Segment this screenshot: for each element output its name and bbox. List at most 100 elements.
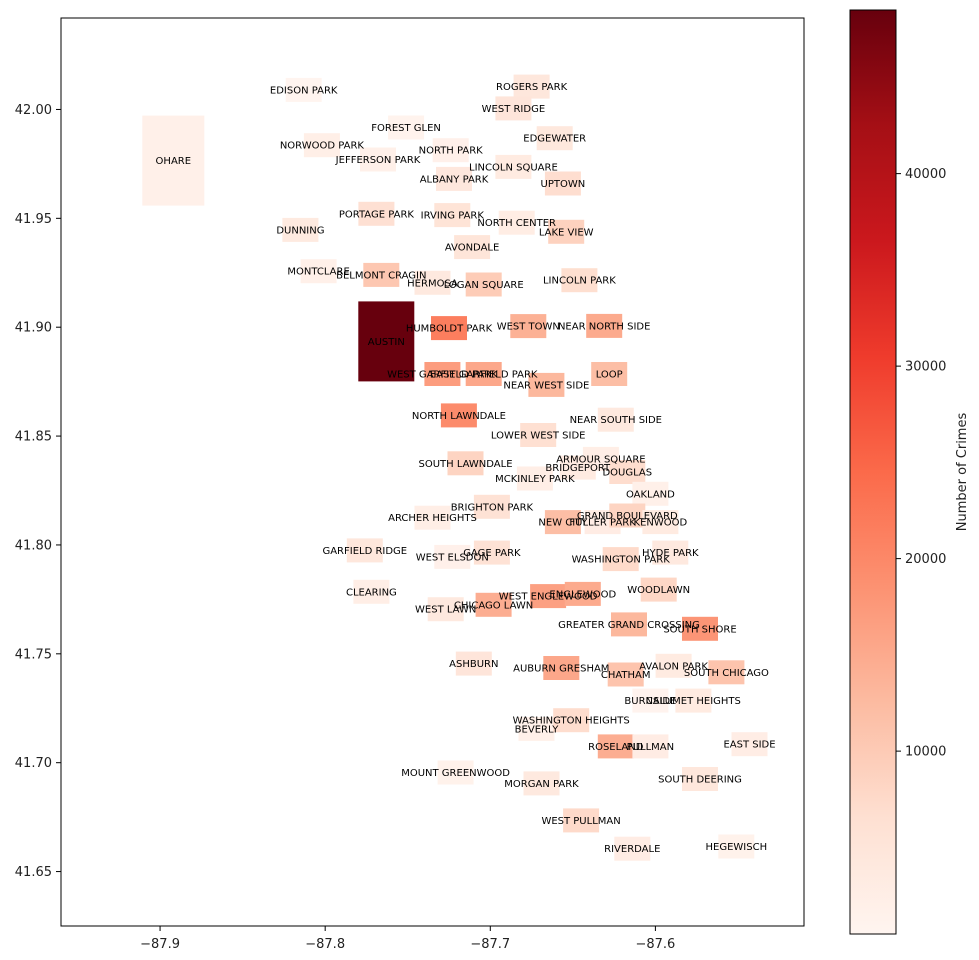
area-label: IRVING PARK	[421, 211, 485, 222]
area-label: LINCOLN SQUARE	[469, 162, 558, 173]
y-tick-label: 41.95	[15, 212, 52, 227]
area-label: DOUGLAS	[602, 468, 652, 479]
area-label: AVONDALE	[445, 243, 499, 254]
area-label: SOUTH SHORE	[663, 624, 736, 635]
area-shape	[682, 616, 718, 641]
area-label: MORGAN PARK	[504, 779, 579, 790]
area-shape	[530, 584, 567, 609]
area-shape	[731, 732, 768, 757]
area-shape	[427, 597, 464, 622]
colorbar-gradient	[849, 9, 897, 935]
area-shape	[718, 834, 755, 859]
area-label: MCKINLEY PARK	[495, 474, 575, 485]
area-shape	[285, 77, 322, 102]
area-label: BURNSIDE	[624, 696, 676, 707]
area-shape	[454, 235, 491, 260]
area-label: WEST ENGLEWOOD	[499, 592, 598, 603]
plot-frame	[60, 17, 805, 927]
area-shape	[543, 656, 580, 680]
area-shape	[611, 612, 647, 637]
area-shape	[559, 455, 596, 480]
area-label: SOUTH DEERING	[658, 775, 742, 786]
area-label: AVALON PARK	[639, 661, 708, 672]
area-shape	[300, 259, 337, 284]
area-shape	[424, 362, 461, 386]
area-shape	[518, 716, 555, 741]
area-shape	[440, 403, 477, 428]
colorbar-tick-label: 30000	[905, 360, 946, 375]
area-label: KENWOOD	[634, 518, 688, 529]
area-shape	[591, 362, 628, 386]
area-label: WASHINGTON HEIGHTS	[513, 716, 630, 727]
area-label: HERMOSA	[407, 278, 458, 289]
area-label: NEAR SOUTH SIDE	[570, 415, 662, 426]
area-shape	[642, 510, 679, 535]
area-shape	[597, 734, 634, 759]
area-shape	[520, 423, 557, 447]
area-shape	[609, 460, 646, 484]
area-label: WEST PULLMAN	[541, 816, 620, 827]
y-tick-label: 41.80	[15, 538, 52, 553]
area-label: LINCOLN PARK	[543, 276, 616, 287]
area-shape	[473, 494, 510, 519]
map-layer	[142, 74, 768, 861]
area-shape	[434, 544, 471, 569]
area-label: JEFFERSON PARK	[335, 155, 421, 166]
area-shape	[388, 115, 425, 140]
area-shape	[142, 115, 205, 206]
area-label: SOUTH LAWNDALE	[418, 459, 512, 470]
area-label: PORTAGE PARK	[339, 209, 415, 220]
area-label: WEST RIDGE	[482, 104, 546, 115]
area-label: NEAR WEST SIDE	[503, 380, 589, 391]
area-label: NORTH LAWNDALE	[412, 411, 506, 422]
area-label: GRAND BOULEVARD	[577, 511, 678, 522]
area-shape	[360, 147, 396, 172]
area-shape	[495, 154, 532, 179]
area-shape	[447, 451, 484, 476]
area-label: MOUNT GREENWOOD	[401, 768, 510, 779]
area-label: GREATER GRAND CROSSING	[558, 620, 700, 631]
area-shape	[414, 270, 451, 295]
area-label: FULLER PARK	[569, 518, 636, 529]
area-shape	[516, 466, 553, 491]
area-shape	[495, 96, 532, 121]
area-label: EAST GARFIELD PARK	[430, 370, 538, 381]
area-shape	[282, 217, 319, 242]
area-label: LAKE VIEW	[539, 227, 594, 238]
area-shape	[536, 126, 573, 151]
area-shape	[414, 505, 451, 530]
area-shape	[561, 268, 598, 293]
area-shape	[652, 540, 689, 565]
area-shape	[563, 808, 600, 833]
area-shape	[682, 767, 718, 791]
area-label: OAKLAND	[626, 489, 675, 500]
area-label: WASHINGTON PARK	[572, 555, 671, 566]
area-label: WEST LAWN	[415, 605, 476, 616]
area-shape	[564, 581, 601, 606]
area-shape	[455, 651, 492, 676]
area-shape	[523, 771, 560, 796]
area-label: EDGEWATER	[523, 134, 586, 145]
area-label: WOODLAWN	[627, 585, 690, 596]
area-shape	[632, 734, 669, 759]
area-shape	[431, 316, 467, 341]
area-label: MONTCLARE	[287, 267, 349, 278]
area-shape	[436, 166, 472, 191]
area-shape	[434, 203, 471, 228]
area-shape	[510, 314, 547, 339]
y-tick-label: 41.75	[15, 647, 52, 662]
area-shape	[498, 210, 535, 235]
area-label: BELMONT CRAGIN	[336, 270, 426, 281]
area-shape	[586, 313, 623, 338]
area-label: ASHBURN	[449, 659, 498, 670]
area-shape	[475, 592, 512, 617]
area-shape	[358, 301, 415, 382]
area-label: EDISON PARK	[270, 85, 338, 96]
colorbar-label: Number of Crimes	[955, 413, 970, 532]
y-tick-label: 41.90	[15, 321, 52, 336]
area-label: PULLMAN	[627, 742, 674, 753]
area-shape	[602, 547, 639, 572]
area-label: ALBANY PARK	[420, 174, 489, 185]
colorbar-tick-label: 40000	[905, 167, 946, 182]
